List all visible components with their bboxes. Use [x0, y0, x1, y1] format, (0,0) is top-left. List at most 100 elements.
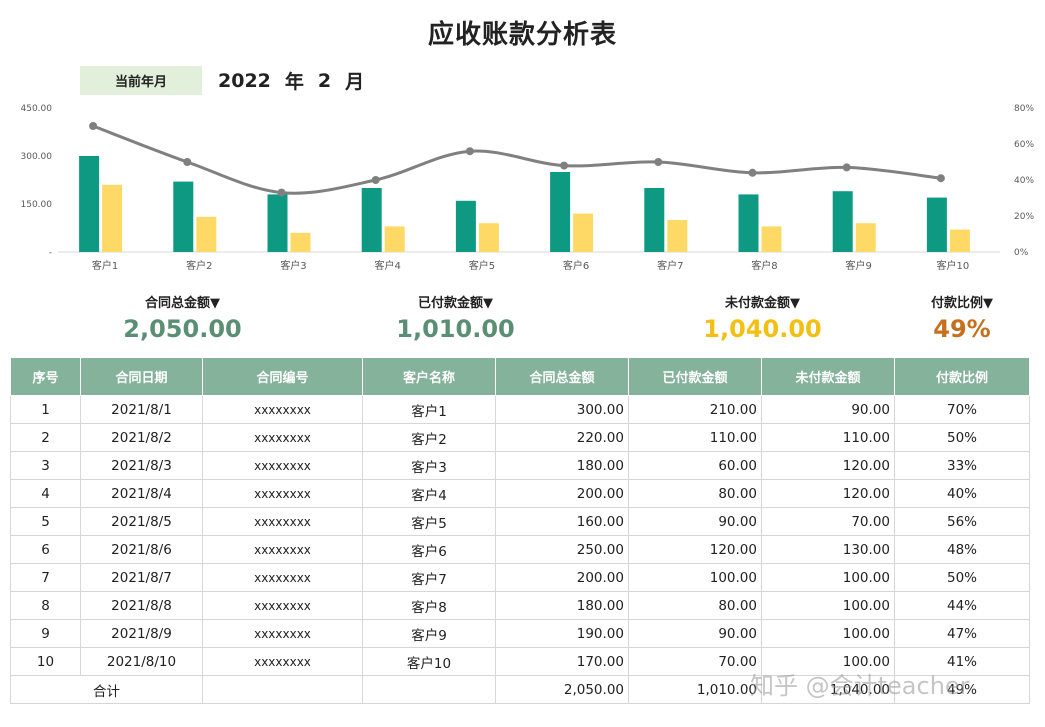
- kpi-payment-ratio[interactable]: 付款比例▼ 49%: [912, 292, 1012, 343]
- cell-paid[interactable]: 110.00: [628, 423, 762, 452]
- cell-ratio[interactable]: 44%: [894, 591, 1030, 620]
- cell-date[interactable]: 2021/8/8: [80, 591, 203, 620]
- cell-unpaid[interactable]: 120.00: [761, 479, 895, 508]
- cell-ratio[interactable]: 56%: [894, 507, 1030, 536]
- cell-ratio[interactable]: 47%: [894, 619, 1030, 648]
- total-cell-unpaid[interactable]: 1,040.00: [761, 675, 895, 704]
- cell-total[interactable]: 180.00: [495, 591, 629, 620]
- cell-ratio[interactable]: 48%: [894, 535, 1030, 564]
- cell-unpaid[interactable]: 130.00: [761, 535, 895, 564]
- cell-contract-no[interactable]: xxxxxxxx: [202, 451, 363, 480]
- kpi-unpaid-amount[interactable]: 未付款金额▼ 1,040.00: [690, 292, 835, 343]
- col-header-date[interactable]: 合同日期: [80, 357, 203, 396]
- cell-index[interactable]: 10: [10, 647, 81, 676]
- cell-index[interactable]: 1: [10, 395, 81, 424]
- cell-unpaid[interactable]: 120.00: [761, 451, 895, 480]
- cell-total[interactable]: 250.00: [495, 535, 629, 564]
- cell-unpaid[interactable]: 90.00: [761, 395, 895, 424]
- cell-customer[interactable]: 客户8: [362, 591, 496, 620]
- cell-customer[interactable]: 客户3: [362, 451, 496, 480]
- total-cell-customer[interactable]: [362, 675, 496, 704]
- col-header-paid[interactable]: 已付款金额: [628, 357, 762, 396]
- cell-customer[interactable]: 客户4: [362, 479, 496, 508]
- total-cell-total[interactable]: 2,050.00: [495, 675, 629, 704]
- total-cell-paid[interactable]: 1,010.00: [628, 675, 762, 704]
- kpi-contract-total[interactable]: 合同总金额▼ 2,050.00: [110, 292, 255, 343]
- cell-contract-no[interactable]: xxxxxxxx: [202, 479, 363, 508]
- cell-customer[interactable]: 客户6: [362, 535, 496, 564]
- cell-unpaid[interactable]: 110.00: [761, 423, 895, 452]
- cell-date[interactable]: 2021/8/10: [80, 647, 203, 676]
- cell-date[interactable]: 2021/8/2: [80, 423, 203, 452]
- cell-paid[interactable]: 90.00: [628, 619, 762, 648]
- cell-unpaid[interactable]: 70.00: [761, 507, 895, 536]
- cell-customer[interactable]: 客户7: [362, 563, 496, 592]
- cell-index[interactable]: 2: [10, 423, 81, 452]
- cell-total[interactable]: 160.00: [495, 507, 629, 536]
- kpi-paid-amount[interactable]: 已付款金额▼ 1,010.00: [383, 292, 528, 343]
- cell-unpaid[interactable]: 100.00: [761, 619, 895, 648]
- cell-paid[interactable]: 100.00: [628, 563, 762, 592]
- cell-contract-no[interactable]: xxxxxxxx: [202, 591, 363, 620]
- cell-total[interactable]: 220.00: [495, 423, 629, 452]
- cell-unpaid[interactable]: 100.00: [761, 563, 895, 592]
- col-header-customer[interactable]: 客户名称: [362, 357, 496, 396]
- cell-unpaid[interactable]: 100.00: [761, 647, 895, 676]
- cell-index[interactable]: 7: [10, 563, 81, 592]
- cell-customer[interactable]: 客户5: [362, 507, 496, 536]
- cell-index[interactable]: 4: [10, 479, 81, 508]
- period-value[interactable]: 2022 年 2 月: [218, 66, 364, 95]
- cell-contract-no[interactable]: xxxxxxxx: [202, 563, 363, 592]
- col-header-total[interactable]: 合同总金额: [495, 357, 629, 396]
- cell-contract-no[interactable]: xxxxxxxx: [202, 507, 363, 536]
- cell-index[interactable]: 5: [10, 507, 81, 536]
- cell-customer[interactable]: 客户9: [362, 619, 496, 648]
- cell-date[interactable]: 2021/8/6: [80, 535, 203, 564]
- cell-total[interactable]: 190.00: [495, 619, 629, 648]
- cell-contract-no[interactable]: xxxxxxxx: [202, 647, 363, 676]
- cell-total[interactable]: 170.00: [495, 647, 629, 676]
- cell-total[interactable]: 200.00: [495, 479, 629, 508]
- cell-paid[interactable]: 90.00: [628, 507, 762, 536]
- total-label[interactable]: 合计: [10, 675, 203, 704]
- cell-paid[interactable]: 210.00: [628, 395, 762, 424]
- col-header-contract-no[interactable]: 合同编号: [202, 357, 363, 396]
- cell-date[interactable]: 2021/8/5: [80, 507, 203, 536]
- cell-paid[interactable]: 70.00: [628, 647, 762, 676]
- cell-contract-no[interactable]: xxxxxxxx: [202, 423, 363, 452]
- cell-paid[interactable]: 120.00: [628, 535, 762, 564]
- cell-contract-no[interactable]: xxxxxxxx: [202, 619, 363, 648]
- cell-paid[interactable]: 80.00: [628, 479, 762, 508]
- cell-ratio[interactable]: 33%: [894, 451, 1030, 480]
- cell-index[interactable]: 6: [10, 535, 81, 564]
- col-header-unpaid[interactable]: 未付款金额: [761, 357, 895, 396]
- cell-index[interactable]: 3: [10, 451, 81, 480]
- cell-date[interactable]: 2021/8/9: [80, 619, 203, 648]
- cell-contract-no[interactable]: xxxxxxxx: [202, 395, 363, 424]
- cell-index[interactable]: 8: [10, 591, 81, 620]
- cell-paid[interactable]: 80.00: [628, 591, 762, 620]
- cell-date[interactable]: 2021/8/7: [80, 563, 203, 592]
- cell-customer[interactable]: 客户10: [362, 647, 496, 676]
- cell-total[interactable]: 200.00: [495, 563, 629, 592]
- cell-ratio[interactable]: 50%: [894, 563, 1030, 592]
- cell-customer[interactable]: 客户1: [362, 395, 496, 424]
- cell-index[interactable]: 9: [10, 619, 81, 648]
- total-cell-contract-no[interactable]: [202, 675, 363, 704]
- cell-ratio[interactable]: 50%: [894, 423, 1030, 452]
- total-cell-ratio[interactable]: 49%: [894, 675, 1030, 704]
- cell-date[interactable]: 2021/8/4: [80, 479, 203, 508]
- cell-total[interactable]: 300.00: [495, 395, 629, 424]
- cell-paid[interactable]: 60.00: [628, 451, 762, 480]
- cell-date[interactable]: 2021/8/3: [80, 451, 203, 480]
- cell-total[interactable]: 180.00: [495, 451, 629, 480]
- col-header-index[interactable]: 序号: [10, 357, 81, 396]
- col-header-ratio[interactable]: 付款比例: [894, 357, 1030, 396]
- cell-ratio[interactable]: 40%: [894, 479, 1030, 508]
- cell-unpaid[interactable]: 100.00: [761, 591, 895, 620]
- cell-ratio[interactable]: 70%: [894, 395, 1030, 424]
- cell-contract-no[interactable]: xxxxxxxx: [202, 535, 363, 564]
- cell-ratio[interactable]: 41%: [894, 647, 1030, 676]
- cell-date[interactable]: 2021/8/1: [80, 395, 203, 424]
- cell-customer[interactable]: 客户2: [362, 423, 496, 452]
